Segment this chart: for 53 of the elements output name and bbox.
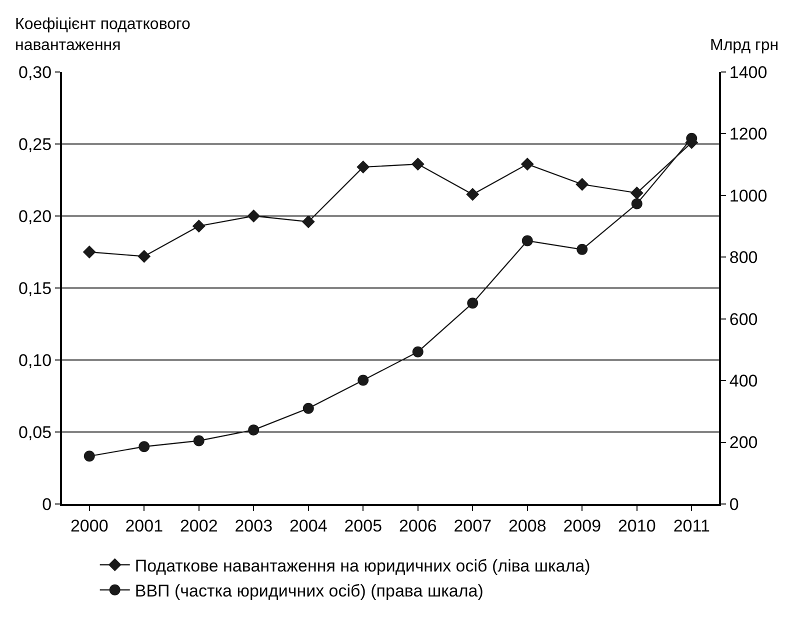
y-tick-label: 0,10 [18,350,52,370]
y2-tick-label: 400 [729,372,758,391]
point [520,158,534,171]
point [302,402,314,414]
y-tick-label: 0,05 [18,422,52,442]
y-tick-label: 0 [42,494,52,514]
point [630,186,644,200]
x-tick-label: 2003 [234,516,273,536]
y-tick-label: 0,15 [18,278,52,298]
y-tick-label: 0,20 [18,206,52,226]
point [412,346,424,358]
y2-tick-label: 800 [729,248,758,268]
x-tick-label: 2007 [454,516,492,536]
x-tick-label: 2004 [289,516,328,536]
point [138,250,151,263]
legend-label: Податкове навантаження на юридичних осіб (ліва шкала) [134,556,590,576]
point [82,246,96,258]
point [84,450,95,462]
point [248,424,260,436]
x-tick-label: 2000 [70,516,108,536]
y2-tick-label: 200 [729,433,758,452]
x-tick-label: 2009 [563,516,602,536]
y2-tick-label: 0 [729,494,739,514]
point [358,374,369,386]
point [522,235,533,246]
y2-tick-label: 1200 [729,124,768,144]
x-tick-label: 2002 [180,516,218,536]
point [576,244,588,255]
x-tick-label: 2011 [673,516,710,536]
point [466,188,480,201]
point [576,178,589,191]
x-tick-label: 2005 [344,516,382,536]
y-tick-label: 0,30 [18,62,52,82]
point [247,210,260,222]
y2-tick-label: 1000 [729,186,768,206]
point [411,158,424,171]
y-axis-title: Коефіцієнт податкового навантаження [15,16,191,54]
point [192,220,206,233]
point [631,198,642,210]
point [302,215,315,228]
x-tick-label: 2008 [508,516,546,536]
point [467,298,478,309]
y2-axis-title: Млрд грн [710,37,779,54]
x-tick-label: 2010 [618,516,656,536]
point [193,435,204,446]
point [138,441,150,452]
y-tick-label: 0,25 [18,134,52,154]
y2-tick-label: 600 [729,310,758,329]
x-tick-label: 2006 [398,516,437,536]
x-tick-label: 2001 [125,516,164,536]
point [356,160,370,174]
legend-label: ВВП (частка юридичних осіб) (права шкала) [134,581,484,600]
y2-tick-label: 1400 [729,62,768,82]
